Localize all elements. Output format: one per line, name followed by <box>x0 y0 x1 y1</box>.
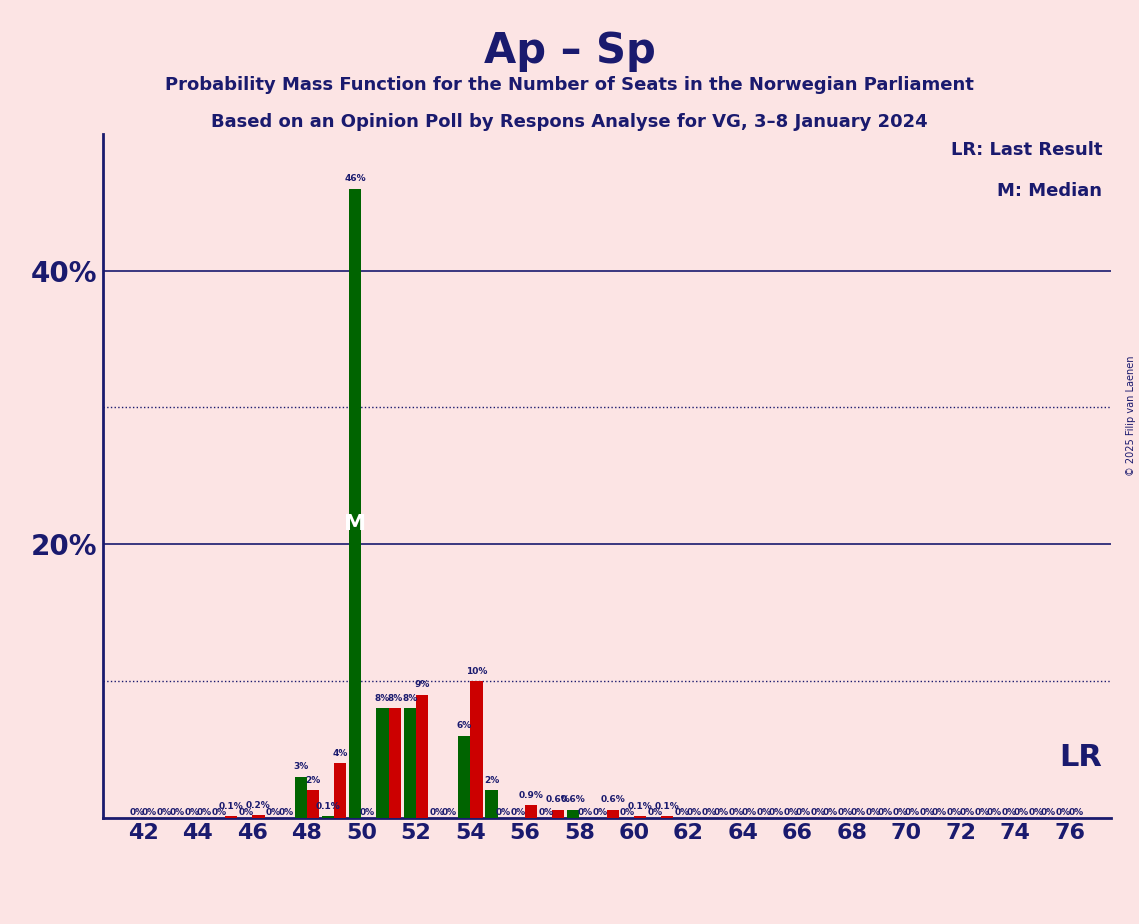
Text: 0%: 0% <box>974 808 990 817</box>
Text: 0%: 0% <box>185 808 199 817</box>
Text: 0%: 0% <box>769 808 784 817</box>
Text: 4%: 4% <box>333 748 347 758</box>
Bar <box>295 777 306 818</box>
Text: 0%: 0% <box>620 808 636 817</box>
Text: 0.1%: 0.1% <box>219 802 244 811</box>
Text: 0%: 0% <box>851 808 866 817</box>
Text: 0%: 0% <box>130 808 145 817</box>
Bar <box>334 763 346 818</box>
Text: 6%: 6% <box>457 722 472 730</box>
Text: 0%: 0% <box>893 808 908 817</box>
Text: 0%: 0% <box>442 808 457 817</box>
Bar <box>470 681 483 818</box>
Text: 0%: 0% <box>212 808 227 817</box>
Bar <box>349 188 361 818</box>
Text: 0%: 0% <box>904 808 920 817</box>
Text: 0%: 0% <box>1014 808 1029 817</box>
Bar <box>606 809 618 818</box>
Text: 46%: 46% <box>344 175 366 183</box>
Text: 0.2%: 0.2% <box>246 800 271 809</box>
Text: 0%: 0% <box>877 808 893 817</box>
Text: 0%: 0% <box>920 808 935 817</box>
Text: LR: LR <box>1059 743 1103 772</box>
Text: 0%: 0% <box>647 808 663 817</box>
Text: 0%: 0% <box>756 808 771 817</box>
Text: 0%: 0% <box>142 808 157 817</box>
Text: 0%: 0% <box>429 808 444 817</box>
Text: 0.1%: 0.1% <box>316 802 341 811</box>
Bar <box>403 709 416 818</box>
Text: 0.1%: 0.1% <box>628 802 653 811</box>
Bar <box>306 790 319 818</box>
Text: 2%: 2% <box>484 776 499 784</box>
Bar <box>633 817 646 818</box>
Text: 0%: 0% <box>702 808 716 817</box>
Bar <box>458 736 470 818</box>
Text: 0%: 0% <box>1068 808 1083 817</box>
Bar <box>322 817 334 818</box>
Text: Probability Mass Function for the Number of Seats in the Norwegian Parliament: Probability Mass Function for the Number… <box>165 76 974 93</box>
Text: 3%: 3% <box>293 762 309 772</box>
Text: 9%: 9% <box>415 680 429 689</box>
Bar <box>376 709 388 818</box>
Text: 0%: 0% <box>592 808 608 817</box>
Text: 0%: 0% <box>1056 808 1071 817</box>
Text: 0%: 0% <box>157 808 172 817</box>
Text: 8%: 8% <box>387 694 402 703</box>
Text: 8%: 8% <box>375 694 390 703</box>
Text: 0%: 0% <box>959 808 974 817</box>
Text: 0%: 0% <box>729 808 744 817</box>
Bar <box>552 809 564 818</box>
Text: M: M <box>344 514 367 534</box>
Text: 0%: 0% <box>1001 808 1017 817</box>
Text: 0%: 0% <box>714 808 729 817</box>
Bar <box>661 817 673 818</box>
Bar <box>525 806 538 818</box>
Text: 0%: 0% <box>577 808 593 817</box>
Text: Based on an Opinion Poll by Respons Analyse for VG, 3–8 January 2024: Based on an Opinion Poll by Respons Anal… <box>211 113 928 130</box>
Text: 0%: 0% <box>278 808 293 817</box>
Bar <box>253 815 264 818</box>
Text: 0%: 0% <box>1029 808 1043 817</box>
Text: 0%: 0% <box>947 808 962 817</box>
Text: 0%: 0% <box>239 808 254 817</box>
Text: 0%: 0% <box>796 808 811 817</box>
Bar <box>485 790 498 818</box>
Text: 0%: 0% <box>511 808 526 817</box>
Text: 0%: 0% <box>932 808 948 817</box>
Text: 0.9%: 0.9% <box>518 791 543 800</box>
Text: LR: Last Result: LR: Last Result <box>951 140 1103 159</box>
Text: 0.1%: 0.1% <box>655 802 680 811</box>
Text: 0%: 0% <box>838 808 853 817</box>
Text: 0.6%: 0.6% <box>560 795 585 804</box>
Bar <box>388 709 401 818</box>
Text: 0%: 0% <box>784 808 798 817</box>
Text: Ap – Sp: Ap – Sp <box>484 30 655 71</box>
Text: 0%: 0% <box>811 808 826 817</box>
Text: 0%: 0% <box>265 808 281 817</box>
Text: 0%: 0% <box>196 808 212 817</box>
Text: 0.6%: 0.6% <box>546 795 571 804</box>
Text: 0%: 0% <box>497 808 511 817</box>
Text: 2%: 2% <box>305 776 320 784</box>
Text: 0%: 0% <box>1041 808 1056 817</box>
Text: © 2025 Filip van Laenen: © 2025 Filip van Laenen <box>1126 356 1136 476</box>
Text: 0%: 0% <box>741 808 756 817</box>
Text: M: Median: M: Median <box>998 182 1103 200</box>
Bar <box>226 817 237 818</box>
Text: 0%: 0% <box>866 808 880 817</box>
Text: 0%: 0% <box>360 808 375 817</box>
Text: 0.6%: 0.6% <box>600 795 625 804</box>
Text: 0%: 0% <box>823 808 838 817</box>
Bar <box>416 695 428 818</box>
Text: 0%: 0% <box>170 808 185 817</box>
Text: 10%: 10% <box>466 666 487 675</box>
Text: 0%: 0% <box>986 808 1001 817</box>
Text: 8%: 8% <box>402 694 417 703</box>
Bar <box>567 809 580 818</box>
Text: 0%: 0% <box>674 808 690 817</box>
Text: 0%: 0% <box>539 808 554 817</box>
Text: 0%: 0% <box>687 808 702 817</box>
